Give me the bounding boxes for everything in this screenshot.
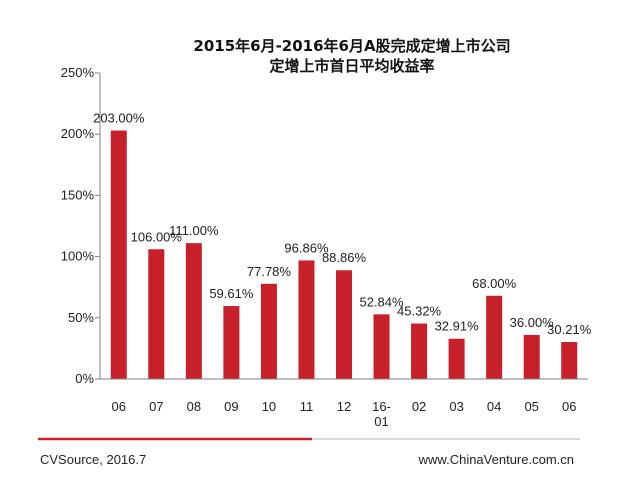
data-label: 106.00% <box>131 229 183 244</box>
y-tick-label: 250% <box>61 65 95 80</box>
data-label: 203.00% <box>93 111 145 126</box>
x-tick-label: 02 <box>412 399 426 414</box>
bar <box>185 243 202 379</box>
bar <box>148 249 165 379</box>
chart-title-line-1: 2015年6月-2016年6月A股完成定增上市公司 <box>193 37 510 55</box>
y-axis: 0% 50% 100% 150% 200% 250% <box>61 65 101 386</box>
bar <box>523 334 540 379</box>
x-tick-label: 12 <box>337 399 351 414</box>
data-label: 77.78% <box>247 264 292 279</box>
bar <box>298 260 315 379</box>
bars-group <box>110 130 578 379</box>
bar <box>411 323 428 379</box>
bar <box>486 295 503 379</box>
bar <box>373 314 390 379</box>
x-tick-label: 05 <box>524 399 538 414</box>
data-label: 32.91% <box>435 319 480 334</box>
x-tick-label: 06 <box>562 399 576 414</box>
x-tick-label: 11 <box>300 399 314 414</box>
y-tick-label: 150% <box>61 187 95 202</box>
x-tick-label: 16- <box>372 399 391 414</box>
data-label: 30.21% <box>547 322 592 337</box>
data-label: 59.61% <box>209 286 254 301</box>
website-note: www.ChinaVenture.com.cn <box>418 452 574 467</box>
y-tick-label: 50% <box>68 310 94 325</box>
x-tick-label: 08 <box>187 399 201 414</box>
x-tick-label: 06 <box>112 399 126 414</box>
data-label: 52.84% <box>359 294 404 309</box>
data-label: 68.00% <box>472 276 517 291</box>
x-tick-label: 07 <box>149 399 163 414</box>
bar <box>561 342 578 379</box>
x-tick-label: 10 <box>262 399 276 414</box>
data-label: 88.86% <box>322 250 367 265</box>
y-tick-label: 0% <box>75 371 94 386</box>
y-tick-label: 100% <box>61 249 95 264</box>
chart-title-line-2: 定增上市首日平均收益率 <box>269 57 434 75</box>
x-tick-label: 04 <box>487 399 501 414</box>
x-axis: 06 07 08 09 10 11 12 16-01 02 03 04 05 06 <box>100 378 588 429</box>
y-tick-label: 200% <box>61 126 95 141</box>
bar <box>448 338 465 379</box>
data-label: 36.00% <box>510 315 555 330</box>
bar <box>260 283 277 379</box>
x-tick-label: 09 <box>224 399 238 414</box>
bar <box>110 130 127 379</box>
bar <box>336 270 352 379</box>
data-label: 96.86% <box>284 240 329 255</box>
data-labels-group: 203.00% 106.00%111.00% 59.61% 77.78% 96.86%8… <box>93 111 592 337</box>
x-tick-label: 03 <box>449 399 463 414</box>
data-label: 111.00% <box>169 223 219 238</box>
x-tick-label: 01 <box>374 414 388 429</box>
source-note: CVSource, 2016.7 <box>40 452 147 467</box>
bar <box>223 306 240 379</box>
data-label: 45.32% <box>397 304 442 319</box>
